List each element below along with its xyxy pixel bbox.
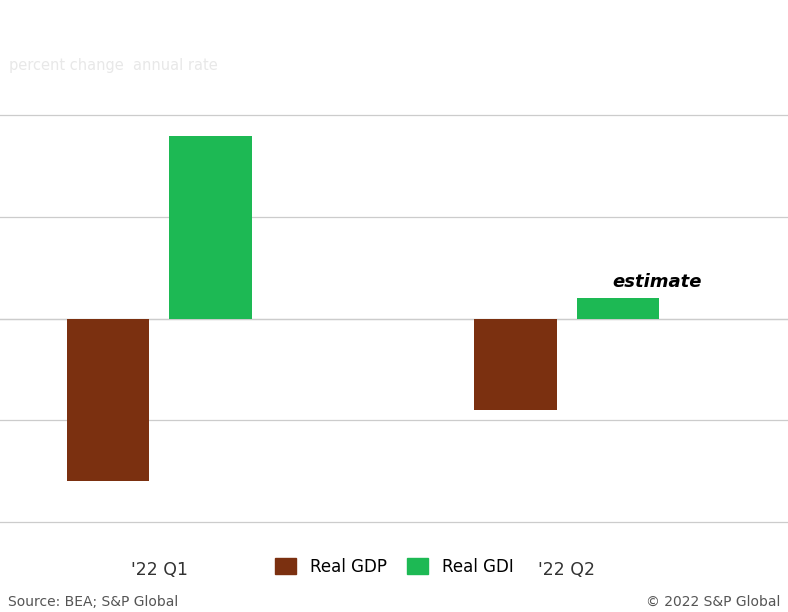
- Text: Alternative measures of first-half economic growth: Alternative measures of first-half econo…: [9, 17, 614, 37]
- Bar: [67, 319, 150, 482]
- Bar: [169, 136, 252, 319]
- Bar: [474, 319, 557, 410]
- Text: percent change  annual rate: percent change annual rate: [9, 58, 218, 73]
- Text: estimate: estimate: [612, 274, 701, 291]
- Text: © 2022 S&P Global: © 2022 S&P Global: [645, 595, 780, 609]
- Text: Source: BEA; S&P Global: Source: BEA; S&P Global: [8, 595, 178, 609]
- Legend: Real GDP, Real GDI: Real GDP, Real GDI: [275, 558, 513, 576]
- Bar: [577, 299, 660, 319]
